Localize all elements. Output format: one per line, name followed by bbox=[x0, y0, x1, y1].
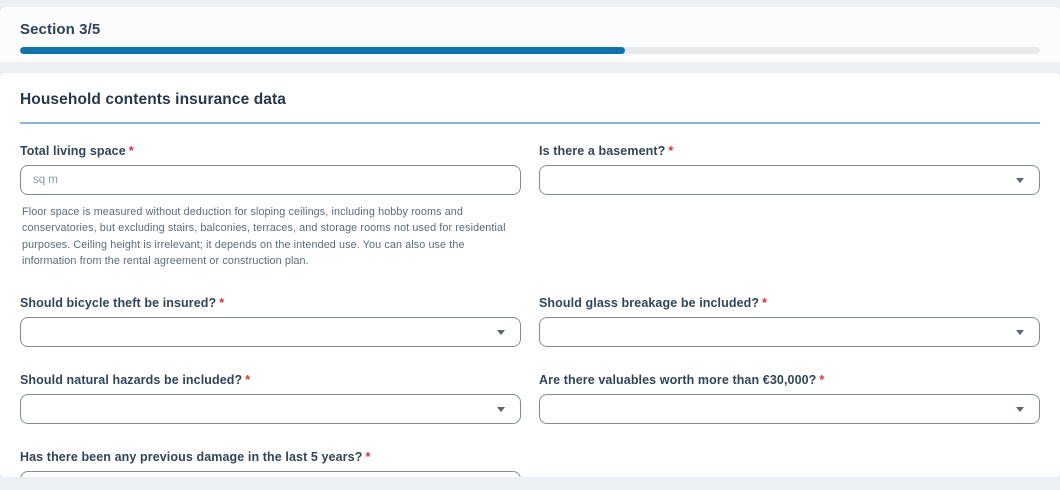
heading-divider bbox=[20, 122, 1040, 124]
required-marker: * bbox=[762, 295, 768, 310]
field-natural-hazards: Should natural hazards be included? * bbox=[20, 373, 521, 424]
chevron-down-icon bbox=[497, 329, 505, 335]
total-living-space-helper-text: Floor space is measured without deductio… bbox=[22, 206, 506, 268]
field-label-text: Is there a basement? bbox=[539, 144, 666, 158]
natural-hazards-select[interactable] bbox=[20, 393, 521, 424]
empty-cell bbox=[539, 450, 1040, 477]
total-living-space-input[interactable] bbox=[20, 165, 521, 195]
chevron-down-icon bbox=[497, 406, 505, 412]
field-basement: Is there a basement? * bbox=[539, 144, 1040, 270]
progress-bar-track bbox=[20, 47, 1040, 54]
field-label-text: Are there valuables worth more than €30,… bbox=[539, 372, 817, 387]
required-marker: * bbox=[365, 449, 371, 464]
field-valuables: Are there valuables worth more than €30,… bbox=[539, 373, 1040, 424]
required-marker: * bbox=[128, 144, 134, 158]
section-title: Section 3/5 bbox=[20, 21, 101, 38]
valuables-select[interactable] bbox=[539, 393, 1040, 424]
field-previous-damage: Has there been any previous damage in th… bbox=[20, 450, 521, 477]
field-label: Should bicycle theft be insured? * bbox=[20, 296, 521, 310]
form-card: Household contents insurance data Total … bbox=[0, 73, 1060, 477]
section-header: Section 3/5 bbox=[0, 7, 1060, 62]
form-heading: Household contents insurance data bbox=[20, 91, 286, 108]
field-label: Is there a basement? * bbox=[539, 144, 1040, 158]
progress-bar-fill bbox=[20, 47, 625, 54]
required-marker: * bbox=[219, 295, 225, 310]
chevron-down-icon bbox=[1016, 178, 1024, 183]
basement-select[interactable] bbox=[539, 165, 1040, 195]
chevron-down-icon bbox=[1016, 329, 1024, 335]
field-label: Are there valuables worth more than €30,… bbox=[539, 373, 1040, 387]
field-glass-breakage: Should glass breakage be included? * bbox=[539, 296, 1040, 347]
field-label-text: Should glass breakage be included? bbox=[539, 295, 760, 310]
bicycle-theft-select[interactable] bbox=[20, 316, 521, 347]
field-label: Should natural hazards be included? * bbox=[20, 373, 521, 387]
field-label-text: Has there been any previous damage in th… bbox=[20, 449, 363, 464]
field-label: Should glass breakage be included? * bbox=[539, 296, 1040, 310]
field-label-text: Should natural hazards be included? bbox=[20, 372, 243, 387]
glass-breakage-select[interactable] bbox=[539, 316, 1040, 347]
form-grid: Total living space* Floor space is measu… bbox=[20, 144, 1040, 477]
chevron-down-icon bbox=[1016, 406, 1024, 412]
required-marker: * bbox=[668, 144, 674, 158]
field-label-text: Total living space bbox=[20, 144, 126, 158]
field-label: Has there been any previous damage in th… bbox=[20, 450, 521, 464]
field-label: Total living space * bbox=[20, 144, 521, 158]
required-marker: * bbox=[245, 372, 251, 387]
previous-damage-select[interactable] bbox=[20, 470, 521, 477]
field-total-living-space: Total living space* Floor space is measu… bbox=[20, 144, 521, 270]
field-bicycle-theft: Should bicycle theft be insured? * bbox=[20, 296, 521, 347]
field-label-text: Should bicycle theft be insured? bbox=[20, 295, 217, 310]
required-marker: * bbox=[819, 372, 825, 387]
